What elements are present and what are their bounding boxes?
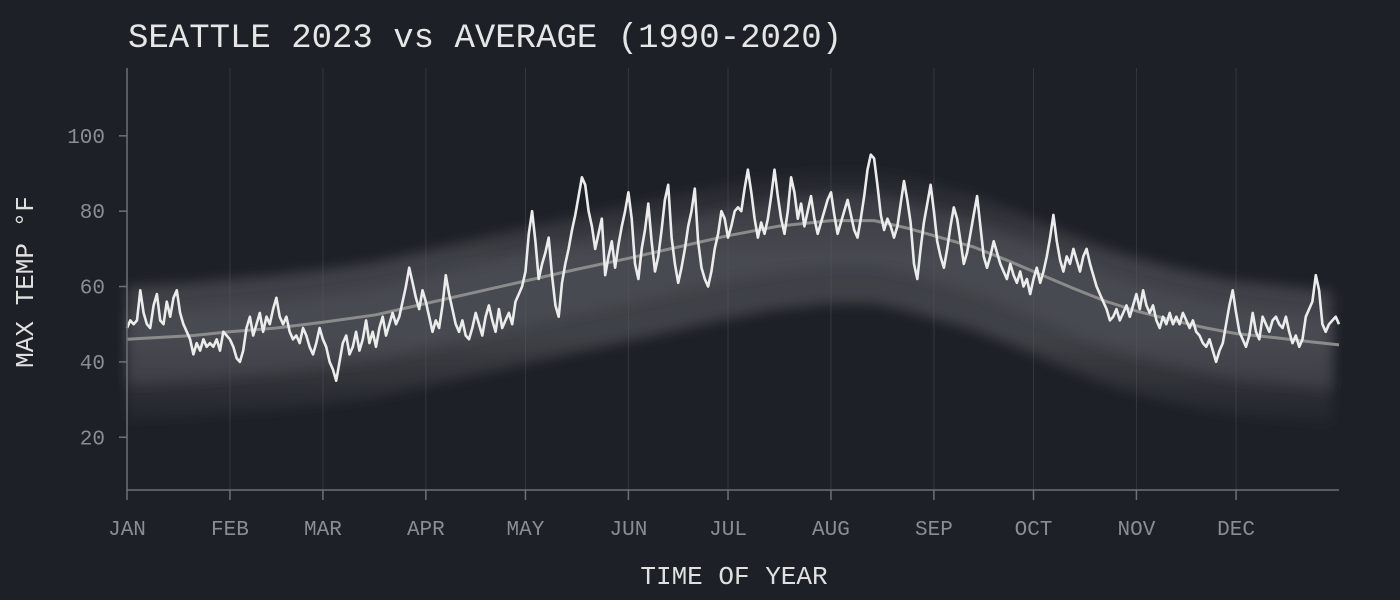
x-tick-label: MAY [507, 519, 545, 542]
y-tick-label: 60 [80, 278, 105, 301]
x-tick-label: MAR [304, 519, 342, 542]
historical-range-band [127, 167, 1333, 428]
y-tick-label: 20 [80, 428, 105, 451]
historical-band-core [127, 194, 1333, 390]
y-axis-label: MAX TEMP °F [11, 196, 41, 368]
y-tick-label: 40 [80, 353, 105, 376]
x-tick-label: JUN [609, 519, 647, 542]
x-tick-label: AUG [812, 519, 850, 542]
y-tick-label: 80 [80, 202, 105, 225]
x-tick-label: APR [407, 519, 445, 542]
series-lines [125, 153, 1341, 382]
x-tick-label: DEC [1217, 519, 1255, 542]
x-tick-label: NOV [1118, 519, 1156, 542]
x-tick-label: JUL [709, 519, 747, 542]
x-tick-label: SEP [915, 519, 953, 542]
x-tick-label: OCT [1015, 519, 1053, 542]
y-tick-label: 100 [67, 127, 105, 150]
x-tick-label: JAN [108, 519, 146, 542]
actual-2023-line [125, 153, 1341, 382]
historical-band-area [127, 167, 1333, 428]
axes: JAN FEB MAR APR MAY JUN JUL AUG SEP OCT NOV DEC 20 40… [67, 68, 1339, 542]
x-tick-label: FEB [211, 519, 249, 542]
chart-title: SEATTLE 2023 vs AVERAGE (1990-2020) [128, 20, 842, 58]
x-axis-label: TIME OF YEAR [640, 562, 827, 592]
